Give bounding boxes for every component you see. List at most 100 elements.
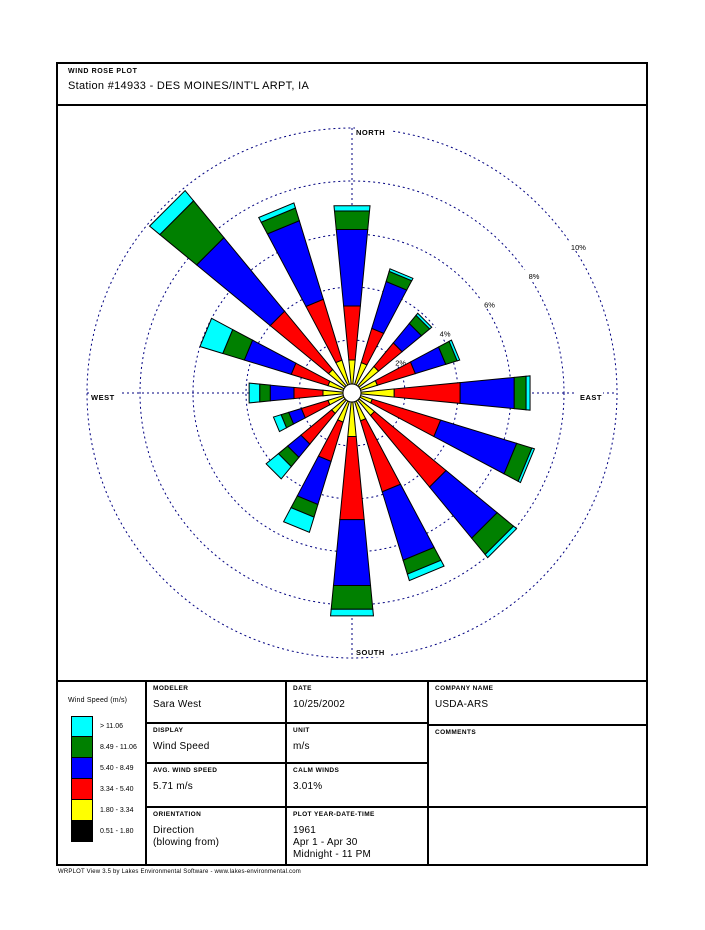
- ring-label-bg: [434, 327, 457, 338]
- petal-S-segment-1: [347, 400, 357, 438]
- petal-S-segment-4: [330, 585, 374, 610]
- ring-label-4pct: 4%: [440, 330, 451, 339]
- petal-WNW-segment-5: [199, 317, 234, 355]
- legend-entry-label: > 11.06: [100, 723, 124, 730]
- calm-winds-label: CALM WINDS: [293, 767, 340, 774]
- ring-label-bg: [478, 298, 501, 309]
- calm-winds-cell: CALM WINDS 3.01%: [287, 764, 427, 808]
- compass-label-north-bg: [355, 127, 391, 137]
- ring-label-bg: [522, 269, 545, 280]
- petal-SSW-segment-5: [282, 507, 315, 534]
- legend-entry: 5.40 - 8.49: [58, 758, 145, 779]
- petal-NNW-segment-5: [257, 202, 297, 223]
- legend-entry: 0.51 - 1.80: [58, 821, 145, 842]
- report-sheet: WIND ROSE PLOT Station #14933 - DES MOIN…: [56, 62, 648, 866]
- orientation-value-line2: (blowing from): [153, 837, 220, 848]
- title-block: WIND ROSE PLOT Station #14933 - DES MOIN…: [58, 64, 646, 106]
- petal-NE-segment-5: [415, 312, 433, 330]
- table-column-1: MODELER Sara West DISPLAY Wind Speed AVG…: [147, 682, 287, 864]
- petal-NNW-segment-3: [266, 220, 324, 308]
- petal-N-segment-2: [343, 305, 361, 361]
- legend-entry: > 11.06: [58, 716, 145, 737]
- unit-value: m/s: [293, 741, 310, 752]
- comments-label: COMMENTS: [435, 729, 477, 736]
- petal-S-segment-3: [332, 519, 372, 587]
- petal-NNE-segment-3: [371, 280, 408, 334]
- avg-wind-speed-label: AVG. WIND SPEED: [153, 767, 218, 774]
- petal-W-segment-2: [293, 386, 324, 400]
- petal-WNW-segment-3: [243, 339, 297, 376]
- legend-entry: 8.49 - 11.06: [58, 737, 145, 758]
- date-label: DATE: [293, 685, 312, 692]
- plot-period-line3: Midnight - 11 PM: [293, 849, 372, 860]
- petal-E-segment-4: [513, 375, 527, 411]
- ring-label-2pct: 2%: [395, 358, 406, 367]
- petal-SW-segment-5: [265, 453, 292, 480]
- empty-cell: [429, 808, 646, 864]
- petal-W-segment-1: [322, 389, 345, 397]
- orientation-cell: ORIENTATION Direction (blowing from): [147, 808, 285, 864]
- comments-cell: COMMENTS: [429, 726, 646, 808]
- station-title: Station #14933 - DES MOINES/INT'L ARPT, …: [68, 80, 310, 92]
- legend-swatch: [71, 821, 93, 842]
- date-cell: DATE 10/25/2002: [287, 682, 427, 724]
- plot-period-label: PLOT YEAR-DATE-TIME: [293, 811, 375, 818]
- plot-period-line1: 1961: [293, 825, 317, 836]
- plot-period-line2: Apr 1 - Apr 30: [293, 837, 358, 848]
- ring-10pct: [86, 127, 618, 659]
- petal-SSE-segment-5: [406, 559, 445, 582]
- table-column-2: DATE 10/25/2002 UNIT m/s CALM WINDS 3.01…: [287, 682, 429, 864]
- petal-E-segment-1: [359, 388, 395, 398]
- petal-NW-segment-5: [148, 189, 195, 236]
- legend-entry-label: 8.49 - 11.06: [100, 744, 137, 751]
- legend-swatch: [71, 758, 93, 779]
- calm-circle: [342, 383, 362, 403]
- legend-swatch: [71, 800, 93, 821]
- display-label: DISPLAY: [153, 727, 184, 734]
- plot-period-cell: PLOT YEAR-DATE-TIME 1961 Apr 1 - Apr 30 …: [287, 808, 427, 864]
- legend-entry-label: 3.34 - 5.40: [100, 786, 134, 793]
- ring-label-bg: [567, 240, 590, 251]
- compass-label-south: SOUTH: [356, 648, 385, 657]
- legend-entry: 3.34 - 5.40: [58, 779, 145, 800]
- unit-label: UNIT: [293, 727, 310, 734]
- compass-label-east: EAST: [580, 393, 602, 402]
- compass-label-west: WEST: [91, 393, 115, 402]
- legend-entry-label: 1.80 - 3.34: [100, 807, 134, 814]
- orientation-value: Direction (blowing from): [153, 825, 280, 849]
- legend-title: Wind Speed (m/s): [68, 697, 128, 704]
- legend-cell: Wind Speed (m/s) > 11.06 8.49 - 11.06 5.40…: [58, 682, 147, 864]
- report-caption: WIND ROSE PLOT: [68, 68, 138, 75]
- petal-W-segment-4: [259, 383, 271, 403]
- legend-swatch: [71, 716, 93, 737]
- unit-cell: UNIT m/s: [287, 724, 427, 764]
- petal-WSW-segment-5: [272, 414, 288, 433]
- petal-NNE-segment-5: [388, 268, 414, 282]
- petal-E-segment-3: [459, 376, 515, 410]
- petal-N-segment-5: [333, 205, 371, 212]
- avg-wind-speed-value: 5.71 m/s: [153, 781, 193, 792]
- petal-S-segment-2: [339, 436, 365, 521]
- legend-entry: 1.80 - 3.34: [58, 800, 145, 821]
- wind-rose-svg: 2% 4% 6% 8% 10% NORTH SOUTH EAST WEST: [86, 127, 618, 659]
- avg-wind-speed-cell: AVG. WIND SPEED 5.71 m/s: [147, 764, 285, 808]
- compass-label-west-bg: [90, 392, 120, 402]
- display-cell: DISPLAY Wind Speed: [147, 724, 285, 764]
- modeler-label: MODELER: [153, 685, 189, 692]
- company-value: USDA-ARS: [435, 699, 489, 710]
- date-value: 10/25/2002: [293, 699, 346, 710]
- company-cell: COMPANY NAME USDA-ARS: [429, 682, 646, 726]
- petal-W-segment-5: [248, 382, 261, 404]
- orientation-label: ORIENTATION: [153, 811, 202, 818]
- petal-E-segment-5: [525, 375, 531, 411]
- petal-W-segment-3: [269, 384, 295, 402]
- display-value: Wind Speed: [153, 741, 210, 752]
- compass-label-east-bg: [575, 392, 603, 402]
- ring-label-bg: [389, 356, 412, 367]
- info-table: Wind Speed (m/s) > 11.06 8.49 - 11.06 5.40…: [58, 680, 646, 864]
- ring-label-8pct: 8%: [529, 272, 540, 281]
- legend-entry-label: 0.51 - 1.80: [100, 828, 134, 835]
- ring-label-6pct: 6%: [484, 301, 495, 310]
- legend-swatch: [71, 779, 93, 800]
